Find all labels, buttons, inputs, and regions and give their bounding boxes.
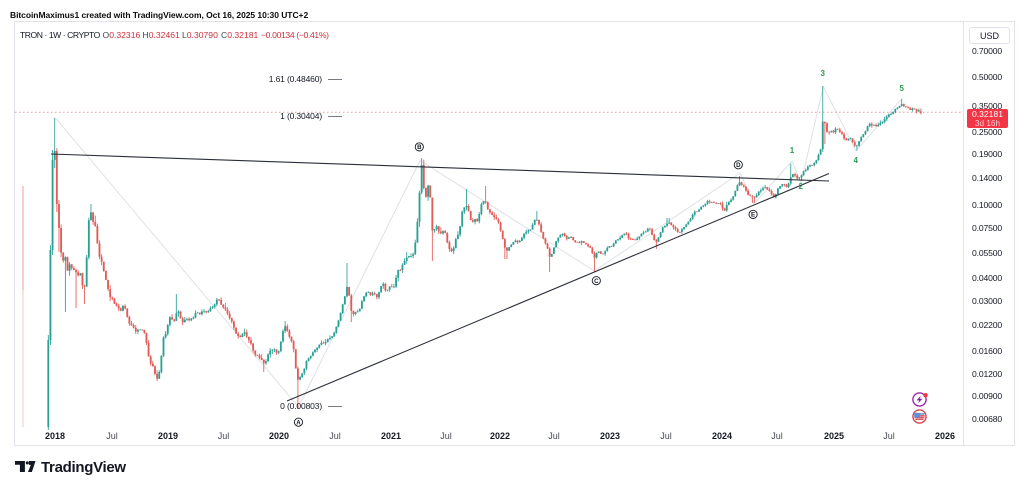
svg-text:E: E <box>751 212 755 219</box>
svg-text:B: B <box>417 144 422 151</box>
svg-text:D: D <box>736 162 741 169</box>
svg-text:A: A <box>296 419 301 426</box>
svg-text:C: C <box>594 278 599 285</box>
